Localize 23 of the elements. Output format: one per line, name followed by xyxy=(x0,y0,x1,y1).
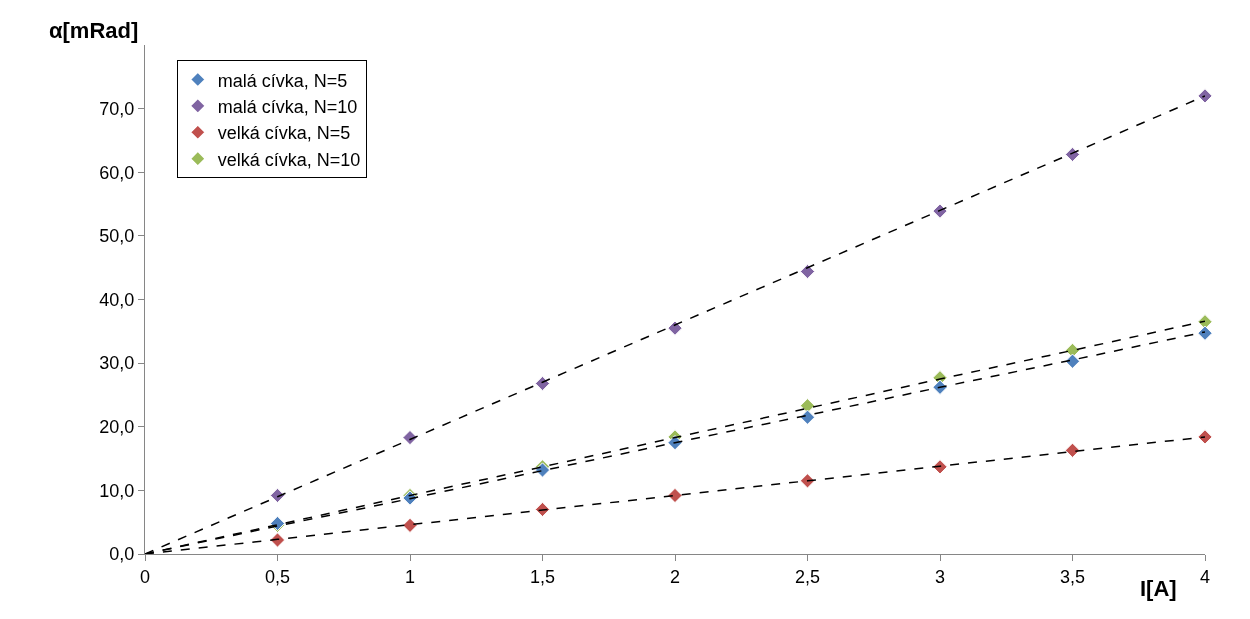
x-tick-label: 2,5 xyxy=(794,566,821,587)
x-tick-label: 1 xyxy=(404,566,416,587)
x-tick-label: 3,5 xyxy=(1059,566,1086,587)
y-tick-label: 30,0 xyxy=(99,353,135,374)
x-axis-title: I[A] xyxy=(1140,576,1177,601)
y-tick-label: 10,0 xyxy=(99,480,135,501)
x-tick-label: 2 xyxy=(669,566,681,587)
y-tick-label: 50,0 xyxy=(99,226,135,247)
x-tick-label: 0 xyxy=(139,566,151,587)
x-tick-label: 0,5 xyxy=(264,566,291,587)
legend-label: velká cívka, N=5 xyxy=(217,123,351,144)
legend-label: velká cívka, N=10 xyxy=(217,149,361,170)
x-tick-label: 4 xyxy=(1199,566,1211,587)
x-tick-label: 3 xyxy=(934,566,946,587)
y-axis-title: α[mRad] xyxy=(49,18,139,43)
legend-label: malá cívka, N=5 xyxy=(217,70,348,91)
y-tick-label: 20,0 xyxy=(99,417,135,438)
y-tick-label: 60,0 xyxy=(99,162,135,183)
legend-label: malá cívka, N=10 xyxy=(217,96,358,117)
y-tick-label: 0,0 xyxy=(109,544,135,565)
x-tick-label: 1,5 xyxy=(529,566,556,587)
y-tick-label: 70,0 xyxy=(99,98,135,119)
y-tick-label: 40,0 xyxy=(99,289,135,310)
